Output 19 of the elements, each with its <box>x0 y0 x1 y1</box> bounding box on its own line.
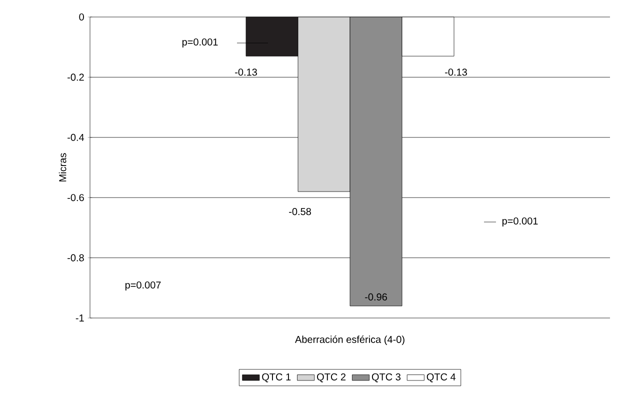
y-tick-label: 0 <box>79 13 84 21</box>
y-tick-label: -0.8 <box>68 254 84 262</box>
legend-label: QTC 1 <box>262 373 291 382</box>
y-tick-label: -0.6 <box>68 194 84 202</box>
y-axis-title: Micras <box>58 153 66 182</box>
y-tick-label: -1 <box>76 314 84 322</box>
legend-label: QTC 4 <box>426 373 456 382</box>
data-label: -0.13 <box>235 68 257 76</box>
x-tick-label: Aberración esférica (4-0) <box>295 336 404 345</box>
annotation: p=0.001 <box>182 38 218 48</box>
annotation: p=0.007 <box>125 281 161 291</box>
y-tick-label: -0.2 <box>68 74 84 81</box>
annotation: p=0.001 <box>502 217 538 227</box>
legend-label: QTC 3 <box>372 373 400 382</box>
data-label: -0.13 <box>445 68 467 76</box>
data-label: -0.96 <box>365 293 387 300</box>
legend-label: QTC 2 <box>317 373 346 382</box>
data-label: -0.58 <box>289 208 311 216</box>
y-tick-label: -0.4 <box>68 134 84 141</box>
